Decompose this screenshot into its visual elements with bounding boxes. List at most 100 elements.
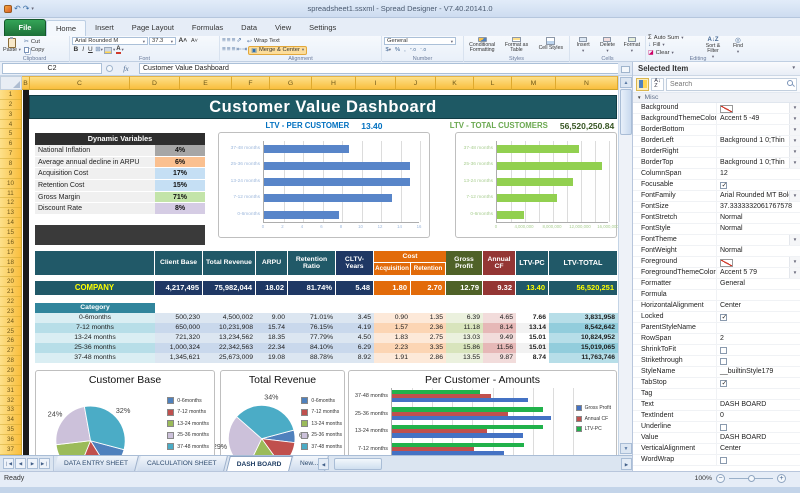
property-row[interactable]: Focusable bbox=[633, 180, 800, 191]
fx-icon[interactable]: fx bbox=[123, 64, 129, 73]
property-row[interactable]: StyleName __builtinStyle179 bbox=[633, 367, 800, 378]
zoom-slider[interactable] bbox=[729, 475, 773, 482]
fill-color-button[interactable] bbox=[103, 46, 112, 54]
column-header-G[interactable]: G bbox=[270, 76, 312, 90]
property-dropdown-button[interactable]: ▼ bbox=[789, 147, 800, 157]
zoom-slider-thumb[interactable] bbox=[748, 475, 755, 482]
auto-sum-button[interactable]: Σ Auto Sum ▾ bbox=[648, 35, 684, 41]
property-value[interactable] bbox=[717, 235, 789, 245]
variable-value[interactable]: 17% bbox=[155, 168, 205, 180]
cut-button[interactable]: ✂ Cut bbox=[23, 38, 40, 46]
property-row[interactable]: Background ▼ bbox=[633, 103, 800, 114]
sheet-tab-calculation-sheet[interactable]: CALCULATION SHEET bbox=[137, 456, 228, 471]
property-value[interactable] bbox=[717, 147, 789, 157]
property-value[interactable] bbox=[717, 180, 800, 190]
italic-button[interactable]: I bbox=[82, 46, 85, 53]
property-value[interactable] bbox=[717, 345, 800, 355]
tab-view[interactable]: View bbox=[275, 23, 292, 32]
row-header-33[interactable]: 33 bbox=[0, 406, 21, 416]
clear-button[interactable]: ◪ Clear ▾ bbox=[648, 49, 674, 57]
align-center-button[interactable]: ≡ bbox=[226, 46, 231, 53]
row-header-18[interactable]: 18 bbox=[0, 258, 21, 268]
property-row[interactable]: FontTheme ▼ bbox=[633, 235, 800, 246]
scroll-left-arrow[interactable]: ◀ bbox=[318, 458, 329, 470]
property-value[interactable]: __builtinStyle179 bbox=[717, 367, 800, 377]
property-checkbox[interactable] bbox=[720, 379, 727, 388]
row-header-20[interactable]: 20 bbox=[0, 277, 21, 288]
property-value[interactable] bbox=[717, 312, 800, 322]
property-value[interactable] bbox=[717, 290, 800, 300]
row-header-17[interactable]: 17 bbox=[0, 248, 21, 258]
borders-button[interactable]: ⊞▾ bbox=[95, 46, 103, 53]
property-row[interactable]: Strikethrough bbox=[633, 356, 800, 367]
row-header-16[interactable]: 16 bbox=[0, 238, 21, 248]
bold-button[interactable]: B bbox=[73, 46, 79, 53]
row-header-34[interactable]: 34 bbox=[0, 415, 21, 426]
table-row[interactable]: 25-36 months 1,000,324 22,342,563 22.34 84.1… bbox=[35, 343, 618, 353]
category-misc[interactable]: ▼ Misc bbox=[633, 93, 800, 103]
property-row[interactable]: Formatter General bbox=[633, 279, 800, 290]
font-size-combo[interactable]: 37.3 ▾ bbox=[149, 37, 176, 45]
property-value[interactable] bbox=[717, 103, 789, 113]
row-header-30[interactable]: 30 bbox=[0, 376, 21, 386]
column-header-J[interactable]: J bbox=[396, 76, 436, 90]
property-dropdown-button[interactable]: ▼ bbox=[789, 103, 800, 113]
row-header-23[interactable]: 23 bbox=[0, 307, 21, 317]
property-row[interactable]: FontWeight Normal bbox=[633, 246, 800, 257]
table-row[interactable]: 0-6months 500,230 4,500,002 9.00 71.01% 3.45 0… bbox=[35, 313, 618, 323]
customer-base-chart[interactable]: Customer Base 12%15%17%24%32%0-6months7-… bbox=[35, 370, 215, 455]
sheet-tab-dash-board[interactable]: DASH BOARD bbox=[225, 456, 293, 471]
variable-value[interactable]: 71% bbox=[155, 191, 205, 203]
column-header-N[interactable]: N bbox=[556, 76, 618, 90]
total-revenue-chart[interactable]: Total Revenue 6%13%17%29%34%0-6months7-1… bbox=[215, 370, 345, 455]
property-row[interactable]: BackgroundThemeColor Accent 5 -49 ▼ bbox=[633, 114, 800, 125]
property-row[interactable]: ParentStyleName bbox=[633, 323, 800, 334]
row-header-25[interactable]: 25 bbox=[0, 327, 21, 337]
property-row[interactable]: ForegroundThemeColor Accent 5 79 ▼ bbox=[633, 268, 800, 279]
property-row[interactable]: VerticalAlignment Center bbox=[633, 444, 800, 455]
font-name-combo[interactable]: Arial Rounded M ▾ bbox=[72, 37, 148, 45]
name-box[interactable]: C2 bbox=[2, 63, 102, 74]
property-value[interactable] bbox=[717, 389, 800, 399]
dynamic-variable-row[interactable]: Discount Rate 8% bbox=[35, 203, 205, 216]
property-value[interactable]: Arial Rounded MT Bold bbox=[717, 191, 789, 201]
property-dropdown-button[interactable]: ▼ bbox=[789, 268, 800, 278]
shrink-font-button[interactable]: A˅ bbox=[191, 38, 198, 44]
scroll-right-arrow[interactable]: ▶ bbox=[621, 458, 632, 470]
row-header-27[interactable]: 27 bbox=[0, 346, 21, 357]
underline-button[interactable]: U bbox=[88, 46, 93, 53]
property-value[interactable]: DASH BOARD bbox=[717, 400, 800, 410]
property-row[interactable]: ShrinkToFit bbox=[633, 345, 800, 356]
property-value[interactable] bbox=[717, 422, 800, 432]
file-button[interactable]: File bbox=[4, 19, 46, 36]
dynamic-variable-row[interactable]: Gross Margin 71% bbox=[35, 191, 205, 204]
property-value[interactable]: DASH BOARD bbox=[717, 433, 800, 443]
row-header-14[interactable]: 14 bbox=[0, 218, 21, 229]
property-value[interactable]: Center bbox=[717, 444, 800, 454]
tab-insert[interactable]: Insert bbox=[95, 23, 114, 32]
column-header-C[interactable]: C bbox=[30, 76, 130, 90]
property-row[interactable]: TextIndent 0 bbox=[633, 411, 800, 422]
indent-buttons[interactable]: ⇤⇥ bbox=[236, 46, 248, 53]
row-header-4[interactable]: 4 bbox=[0, 120, 21, 130]
row-header-12[interactable]: 12 bbox=[0, 198, 21, 209]
row-header-6[interactable]: 6 bbox=[0, 139, 21, 150]
dynamic-variable-row[interactable]: Retention Cost 15% bbox=[35, 180, 205, 192]
property-value[interactable] bbox=[717, 378, 800, 388]
last-sheet-button[interactable]: ▶❘ bbox=[39, 458, 50, 469]
property-value[interactable]: Accent 5 -49 bbox=[717, 114, 789, 124]
align-left-button[interactable]: ≡ bbox=[222, 46, 226, 53]
select-all-corner[interactable] bbox=[0, 76, 22, 90]
property-row[interactable]: ColumnSpan 12 bbox=[633, 169, 800, 180]
row-header-3[interactable]: 3 bbox=[0, 110, 21, 120]
property-value[interactable]: Normal bbox=[717, 213, 800, 223]
percent-style-button[interactable]: % bbox=[395, 47, 401, 53]
ltv-per-customer-chart[interactable]: 37-48 months 25-36 months 13-24 months 7-12… bbox=[218, 132, 430, 238]
vertical-scrollbar[interactable]: ▲ ▼ bbox=[618, 76, 632, 455]
property-value[interactable] bbox=[717, 257, 789, 267]
per-customer-amounts-chart[interactable]: Per Customer - Amounts 37-48 months 25-36… bbox=[348, 370, 617, 455]
property-value[interactable] bbox=[717, 125, 789, 135]
delete-cells-button[interactable]: Delete ▾ bbox=[596, 37, 618, 54]
property-value[interactable]: Center bbox=[717, 301, 800, 311]
paste-button[interactable]: Paste ▾ bbox=[2, 36, 22, 54]
